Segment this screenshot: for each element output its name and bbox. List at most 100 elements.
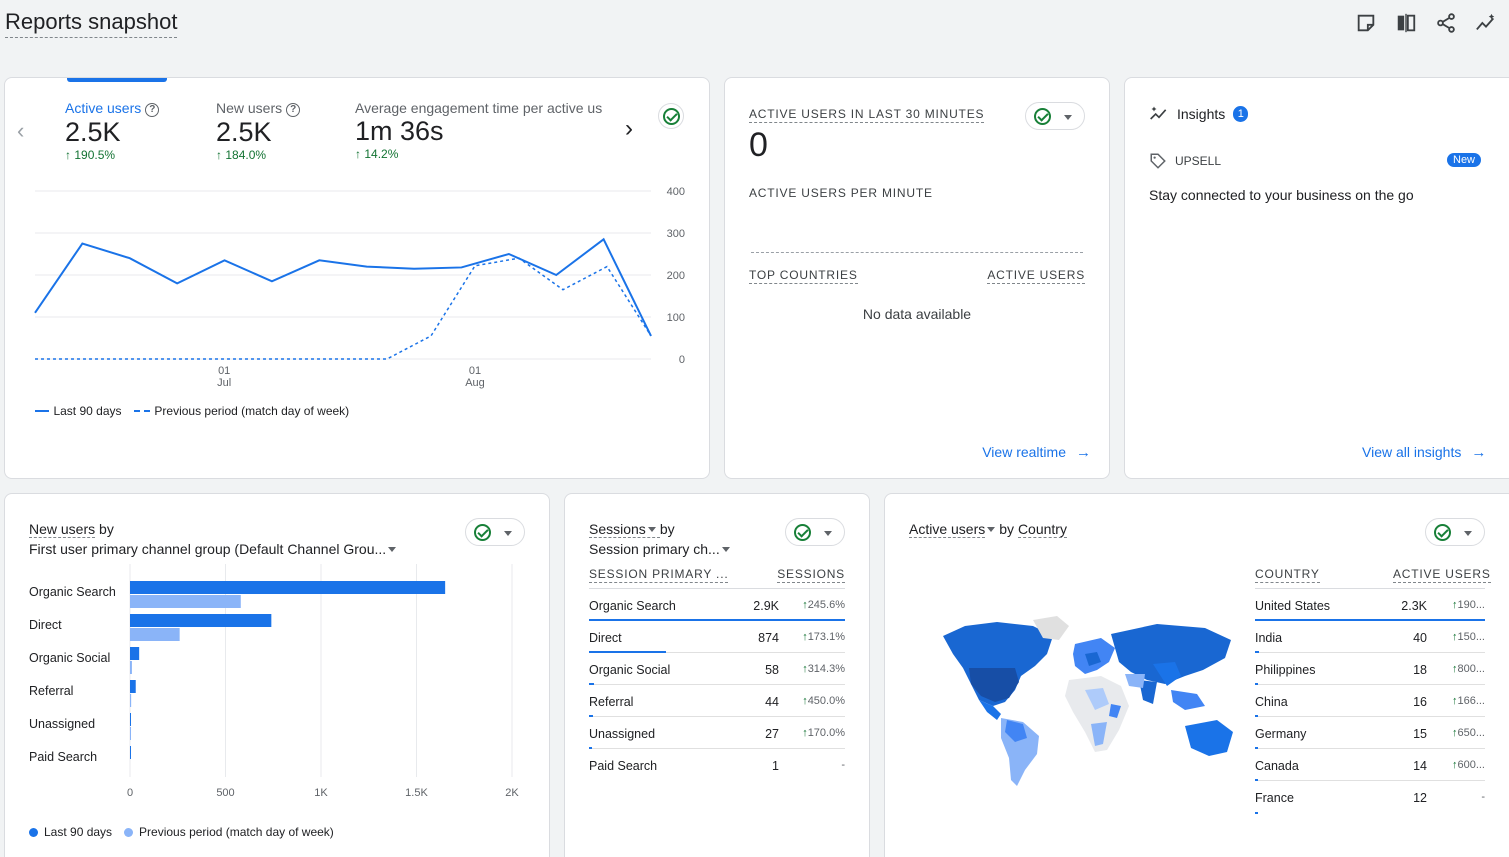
- row-share-bar: [1255, 779, 1258, 781]
- help-icon[interactable]: ?: [145, 103, 160, 117]
- active-users-header[interactable]: ACTIVE USERS: [1393, 567, 1491, 583]
- map-asia: [1111, 624, 1231, 710]
- check-icon: [1434, 524, 1451, 541]
- top-countries-header[interactable]: TOP COUNTRIES: [749, 268, 858, 284]
- insights-count-badge: 1: [1233, 106, 1249, 122]
- row-delta: ↑600...: [1452, 759, 1485, 771]
- row-delta-value: 166...: [1457, 695, 1485, 707]
- row-share-bar: [1255, 651, 1259, 653]
- page-header: Reports snapshot: [0, 0, 1509, 60]
- country-header[interactable]: COUNTRY: [1255, 567, 1320, 583]
- metric-label: Active users: [65, 100, 142, 116]
- dropdown-arrow-icon: [388, 546, 397, 552]
- table-row[interactable]: Germany 15 ↑650...: [1255, 717, 1485, 749]
- view-all-insights-link[interactable]: View all insights →: [1362, 444, 1486, 461]
- table-row[interactable]: Organic Social 58 ↑314.3%: [589, 653, 845, 685]
- chevron-right-icon[interactable]: ›: [625, 115, 633, 142]
- countries-options-button[interactable]: [1425, 518, 1485, 546]
- arrow-up-icon: ↑: [802, 695, 808, 707]
- note-icon[interactable]: [1355, 12, 1377, 34]
- row-share-bar: [1255, 683, 1258, 685]
- check-icon: [474, 524, 491, 541]
- dimension-label: Session primary ch...: [589, 541, 720, 557]
- arrow-up-icon: ↑: [1451, 727, 1458, 739]
- dropdown-arrow-icon: [824, 531, 832, 536]
- row-value: 58: [765, 663, 779, 677]
- metric-selector[interactable]: New users: [29, 521, 96, 538]
- table-row[interactable]: China 16 ↑166...: [1255, 685, 1485, 717]
- x-tick-day: 01: [218, 365, 230, 377]
- insight-text[interactable]: Stay connected to your business on the g…: [1149, 187, 1414, 203]
- series-line-current: [34, 237, 652, 337]
- realtime-options-button[interactable]: [1025, 102, 1085, 130]
- share-icon[interactable]: [1435, 12, 1457, 34]
- tag-icon: [1150, 153, 1166, 169]
- table-row[interactable]: Organic Search 2.9K ↑245.6%: [589, 589, 845, 621]
- row-value: 16: [1413, 695, 1427, 709]
- metric-selector[interactable]: Sessions: [589, 521, 660, 538]
- row-delta: ↑314.3%: [802, 663, 845, 675]
- table-row[interactable]: France 12 -: [1255, 781, 1485, 814]
- world-map[interactable]: [935, 614, 1250, 789]
- table-row[interactable]: Philippines 18 ↑800...: [1255, 653, 1485, 685]
- by-label: by: [999, 521, 1015, 537]
- legend-current-dot: [29, 827, 38, 837]
- metric-label: Average engagement time per active us: [355, 100, 603, 116]
- sessions-options-button[interactable]: [785, 518, 845, 546]
- new-users-options-button[interactable]: [465, 518, 525, 546]
- metric-label: Sessions: [589, 521, 646, 537]
- active-users-header[interactable]: ACTIVE USERS: [987, 268, 1085, 284]
- arrow-up-icon: ↑: [802, 599, 808, 611]
- help-icon[interactable]: ?: [286, 103, 301, 117]
- chevron-left-icon[interactable]: ‹: [17, 118, 25, 143]
- dimension-selector[interactable]: First user primary channel group (Defaul…: [29, 541, 400, 557]
- table-row[interactable]: Canada 14 ↑600...: [1255, 749, 1485, 781]
- per-minute-label: ACTIVE USERS PER MINUTE: [749, 186, 933, 200]
- compare-icon[interactable]: [1395, 12, 1417, 34]
- row-name: Canada: [1255, 759, 1299, 773]
- table-row[interactable]: Unassigned 27 ↑170.0%: [589, 717, 845, 749]
- row-delta-value: 600...: [1457, 759, 1485, 771]
- table-row[interactable]: India 40 ↑150...: [1255, 621, 1485, 653]
- page-title: Reports snapshot: [5, 9, 178, 38]
- row-value: 27: [765, 727, 779, 741]
- category-label: Organic Social: [29, 651, 110, 665]
- row-value: 14: [1413, 759, 1427, 773]
- active-tab-indicator: [67, 78, 167, 82]
- arrow-up-icon: ↑: [355, 147, 361, 161]
- insights-trend-icon[interactable]: [1475, 12, 1497, 34]
- metric-tab-new-users[interactable]: New users? 2.5K ↑ 184.0%: [216, 100, 301, 162]
- table-row[interactable]: United States 2.3K ↑190...: [1255, 589, 1485, 621]
- dropdown-arrow-icon: [504, 531, 512, 536]
- metric-delta: 14.2%: [364, 147, 399, 161]
- row-delta: ↑150...: [1452, 631, 1485, 643]
- arrow-up-icon: ↑: [1451, 695, 1458, 707]
- row-delta-value: 800...: [1457, 663, 1485, 675]
- table-row[interactable]: Paid Search 1 -: [589, 749, 845, 781]
- realtime-heading: ACTIVE USERS IN LAST 30 MINUTES: [749, 107, 985, 123]
- view-realtime-link[interactable]: View realtime →: [982, 444, 1091, 461]
- table-row[interactable]: Referral 44 ↑450.0%: [589, 685, 845, 717]
- dimension-label[interactable]: Country: [1017, 521, 1067, 538]
- row-share-bar: [1255, 715, 1258, 717]
- dimension-selector[interactable]: Session primary ch...: [589, 541, 734, 557]
- metric-selector[interactable]: Active users: [909, 521, 999, 538]
- arrow-up-icon: ↑: [802, 631, 808, 643]
- arrow-right-icon: →: [1076, 444, 1091, 461]
- row-delta: ↑650...: [1452, 727, 1485, 739]
- insights-card: Insights 1 UPSELL New Stay connected to …: [1124, 77, 1509, 479]
- legend-previous-dot: [124, 827, 134, 837]
- session-primary-header[interactable]: SESSION PRIMARY ...: [589, 567, 729, 583]
- table-row[interactable]: Direct 874 ↑173.1%: [589, 621, 845, 653]
- sessions-header[interactable]: SESSIONS: [777, 567, 845, 583]
- row-delta-value: -: [1481, 791, 1485, 803]
- insights-check-button[interactable]: [658, 103, 684, 129]
- row-delta: ↑190...: [1452, 599, 1485, 611]
- row-delta-value: 245.6%: [807, 599, 845, 611]
- metric-tab-active-users[interactable]: Active users? 2.5K ↑ 190.5%: [65, 100, 160, 162]
- metric-tab-engagement-time[interactable]: Average engagement time per active us 1m…: [355, 100, 615, 161]
- check-icon: [794, 524, 811, 541]
- row-delta: ↑173.1%: [802, 631, 845, 643]
- no-data-text: No data available: [862, 306, 972, 322]
- y-tick-label: 300: [667, 228, 685, 240]
